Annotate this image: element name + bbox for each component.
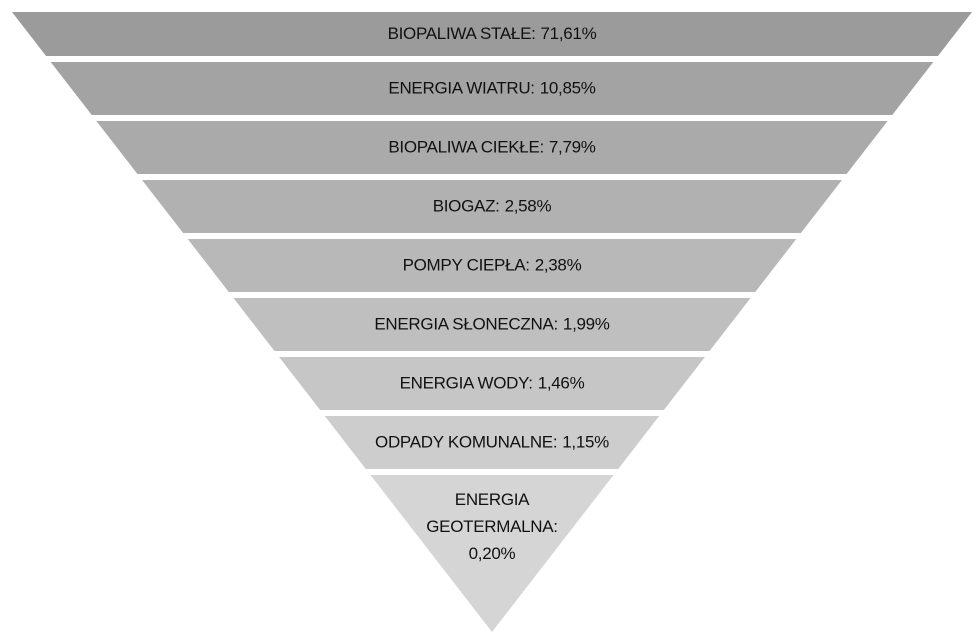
funnel-segment [370,475,614,632]
value-label: 1,15% [562,433,609,452]
funnel-segment [324,416,660,469]
category-label: ENERGIA WODY: [400,374,533,393]
value-label: 71,61% [541,24,597,43]
category-label: POMPY CIEPŁA: [403,256,530,275]
category-label: ENERGIA WIATRU: [388,79,534,98]
value-label: 7,79% [549,138,596,157]
segment-label: BIOPALIWA CIEKŁE: 7,79% [388,138,595,157]
category-label: BIOPALIWA CIEKŁE: [388,138,544,157]
category-label: ENERGIA SŁONECZNA: [374,315,558,334]
category-line: GEOTERMALNA: [426,517,557,536]
funnel-segment [233,298,751,351]
segment-label: BIOPALIWA STAŁE: 71,61% [388,24,597,43]
segment-label: POMPY CIEPŁA: 2,38% [403,256,582,275]
funnel-segment [279,357,705,410]
category-label: ENERGIA GEOTERMALNA: [426,490,557,536]
segment-label: ENERGIA WIATRU: 10,85% [388,79,595,98]
category-label: ODPADY KOMUNALNE: [375,433,557,452]
value-label: 2,58% [505,197,552,216]
segment-label: BIOGAZ: 2,58% [433,197,552,216]
segment-label: ODPADY KOMUNALNE: 1,15% [375,433,609,452]
funnel-segment [50,62,934,115]
funnel-segment [12,12,972,56]
value-label: 1,99% [563,315,610,334]
segment-label: ENERGIA SŁONECZNA: 1,99% [374,315,609,334]
category-line: ENERGIA [455,490,530,509]
funnel-segment [142,180,842,233]
value-label: 10,85% [540,79,596,98]
value-label: 1,46% [538,374,585,393]
funnel-segment [187,239,797,292]
value-label: 0,20% [469,544,516,563]
category-label: BIOPALIWA STAŁE: [388,24,536,43]
segment-label: ENERGIA WODY: 1,46% [400,374,585,393]
segment-label: ENERGIA GEOTERMALNA: 0,20% [426,490,557,563]
category-label: BIOGAZ: [433,197,500,216]
funnel-segment [96,121,888,174]
value-label: 2,38% [535,256,582,275]
